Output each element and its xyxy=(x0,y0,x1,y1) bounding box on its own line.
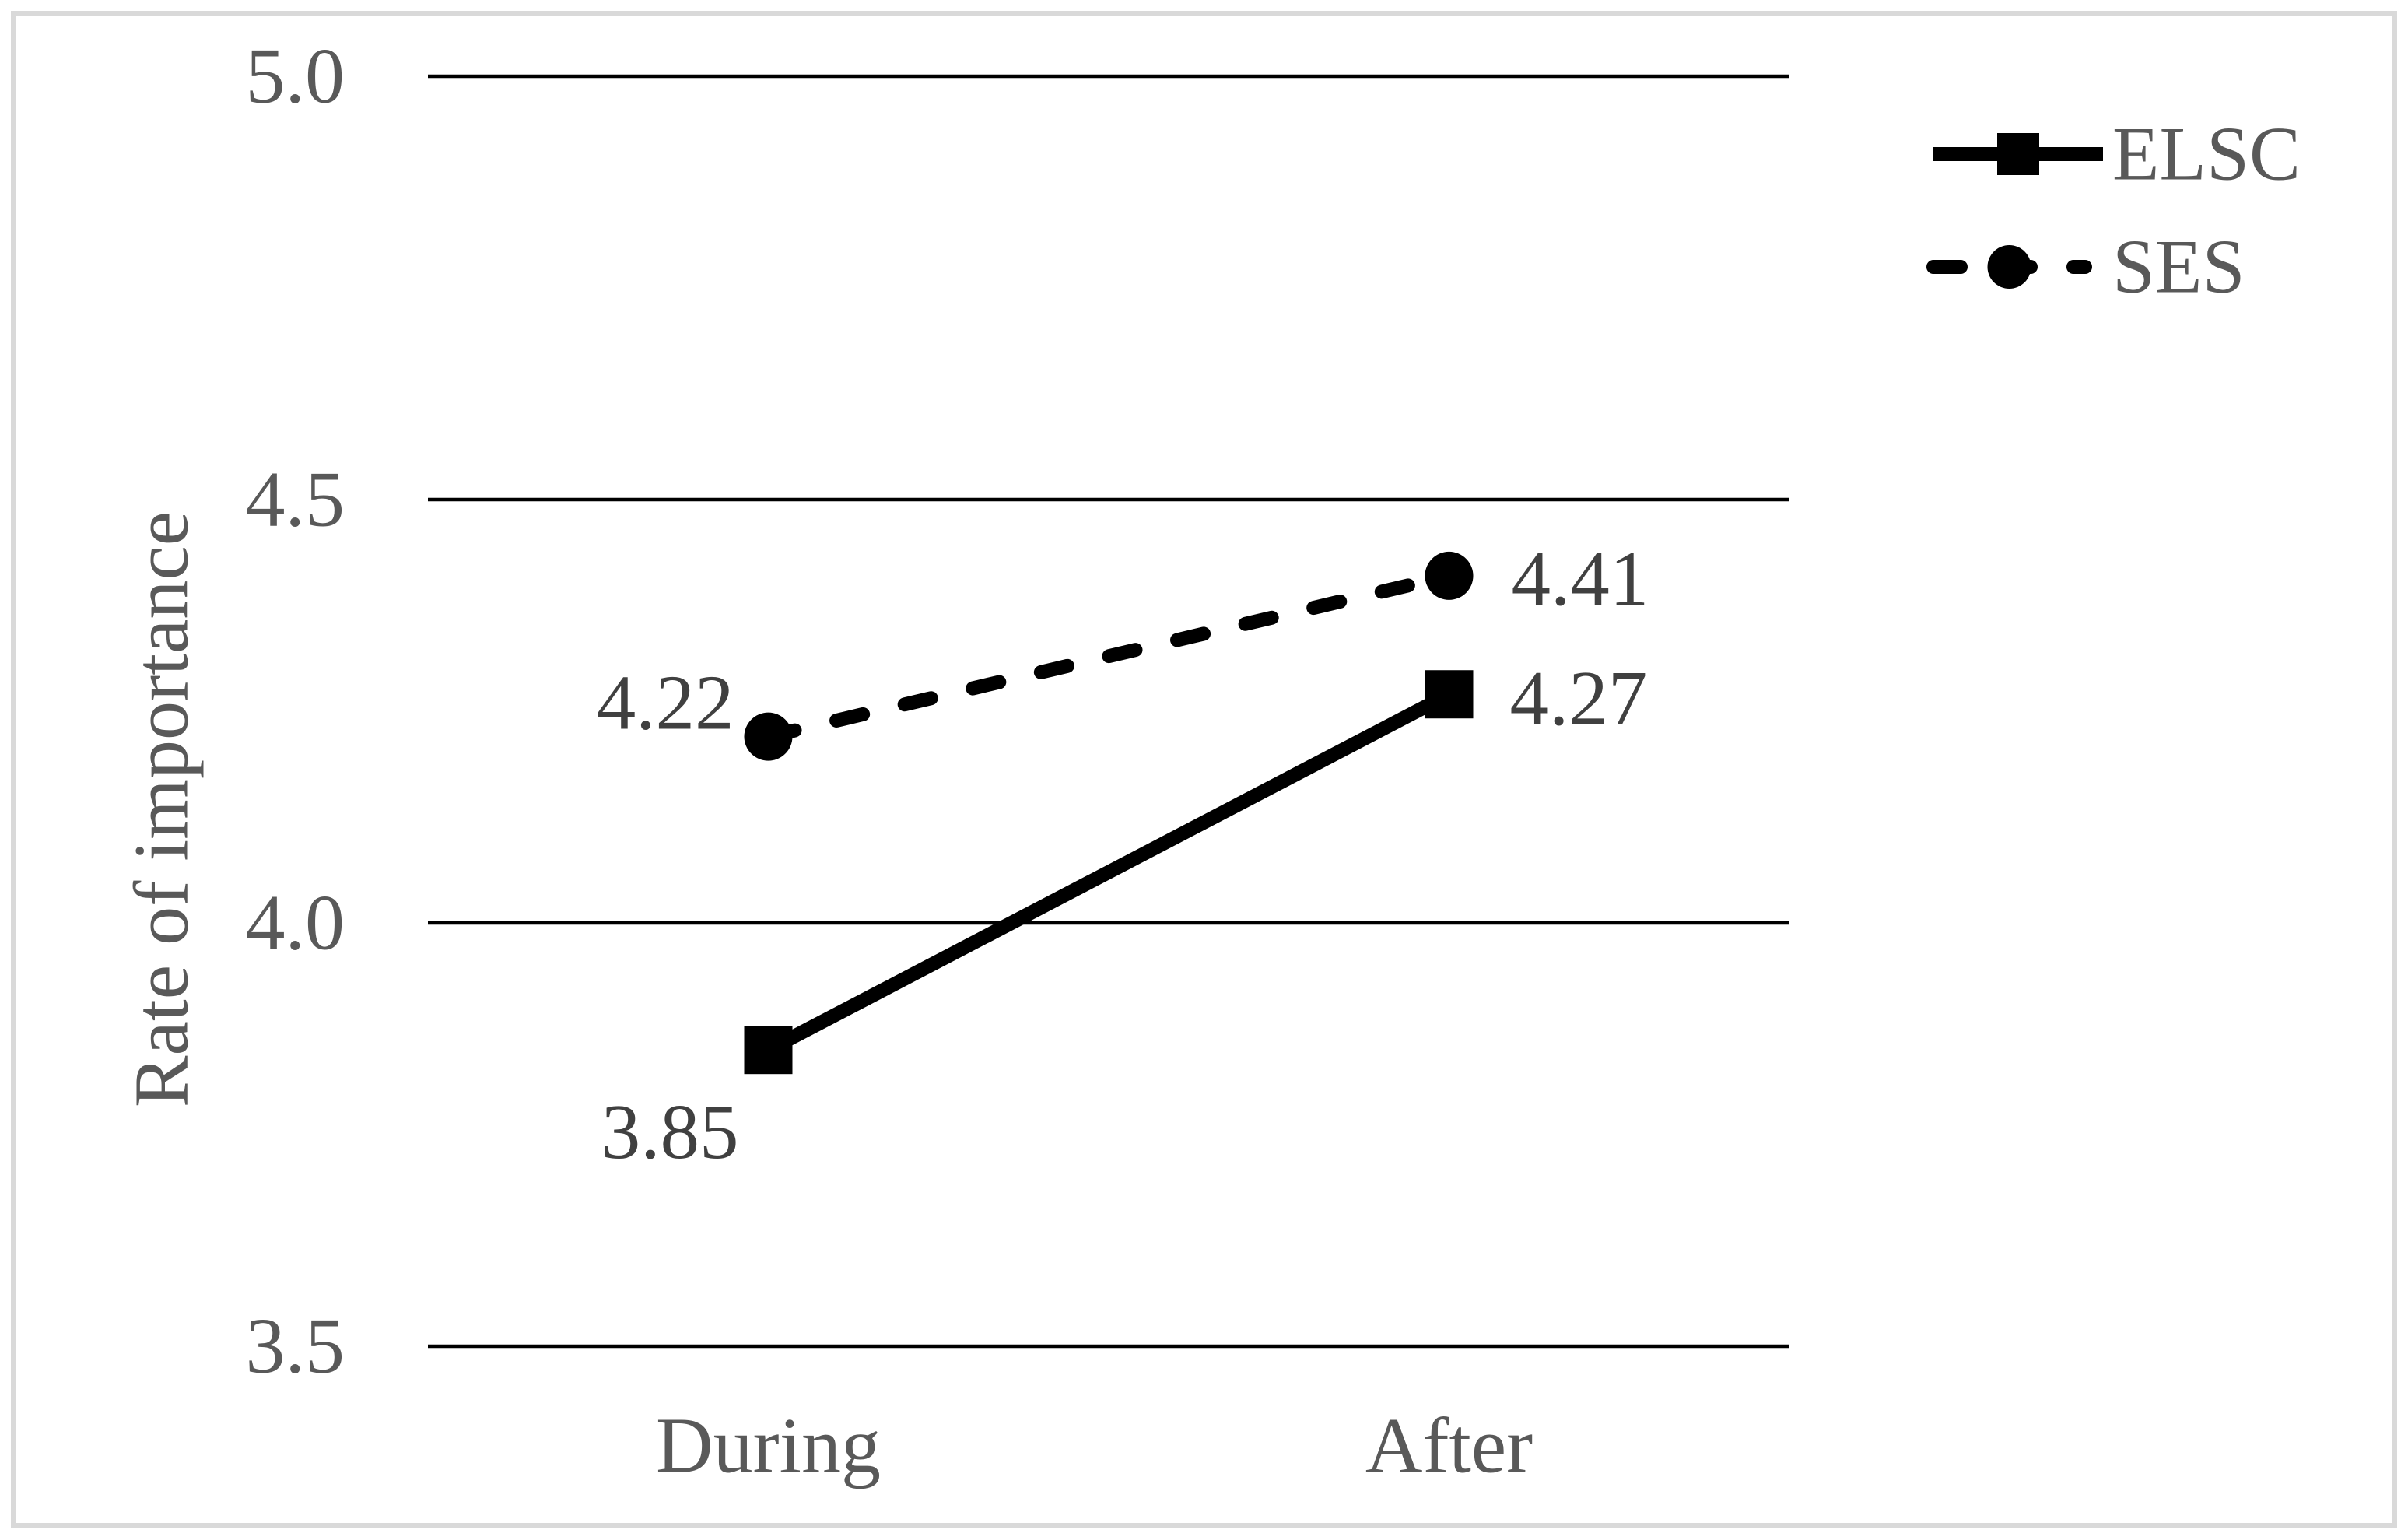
data-label: 4.22 xyxy=(597,659,734,746)
ses-circle-marker xyxy=(744,712,793,761)
series-line-elsc xyxy=(765,688,1453,1057)
y-axis-title: Rate of importance xyxy=(118,511,205,1107)
data-label: 3.85 xyxy=(601,1088,739,1175)
data-label: 4.41 xyxy=(1512,535,1649,622)
y-tick-label: 3.5 xyxy=(246,1303,345,1391)
elsc-square-marker xyxy=(1425,670,1474,719)
legend-label: ELSC xyxy=(2112,112,2301,197)
legend-circle-marker xyxy=(1987,245,2031,289)
data-label: 4.27 xyxy=(1510,654,1648,742)
y-tick-label: 4.5 xyxy=(246,456,345,544)
legend-square-marker xyxy=(1997,133,2039,175)
x-category-label: During xyxy=(656,1402,881,1490)
y-tick-label: 5.0 xyxy=(246,33,345,121)
y-tick-label: 4.0 xyxy=(246,879,345,967)
ses-circle-marker xyxy=(1425,551,1474,600)
x-category-label: After xyxy=(1365,1402,1533,1490)
legend-label: SES xyxy=(2112,225,2245,310)
elsc-square-marker xyxy=(744,1026,793,1075)
series-line-ses xyxy=(761,568,1456,744)
